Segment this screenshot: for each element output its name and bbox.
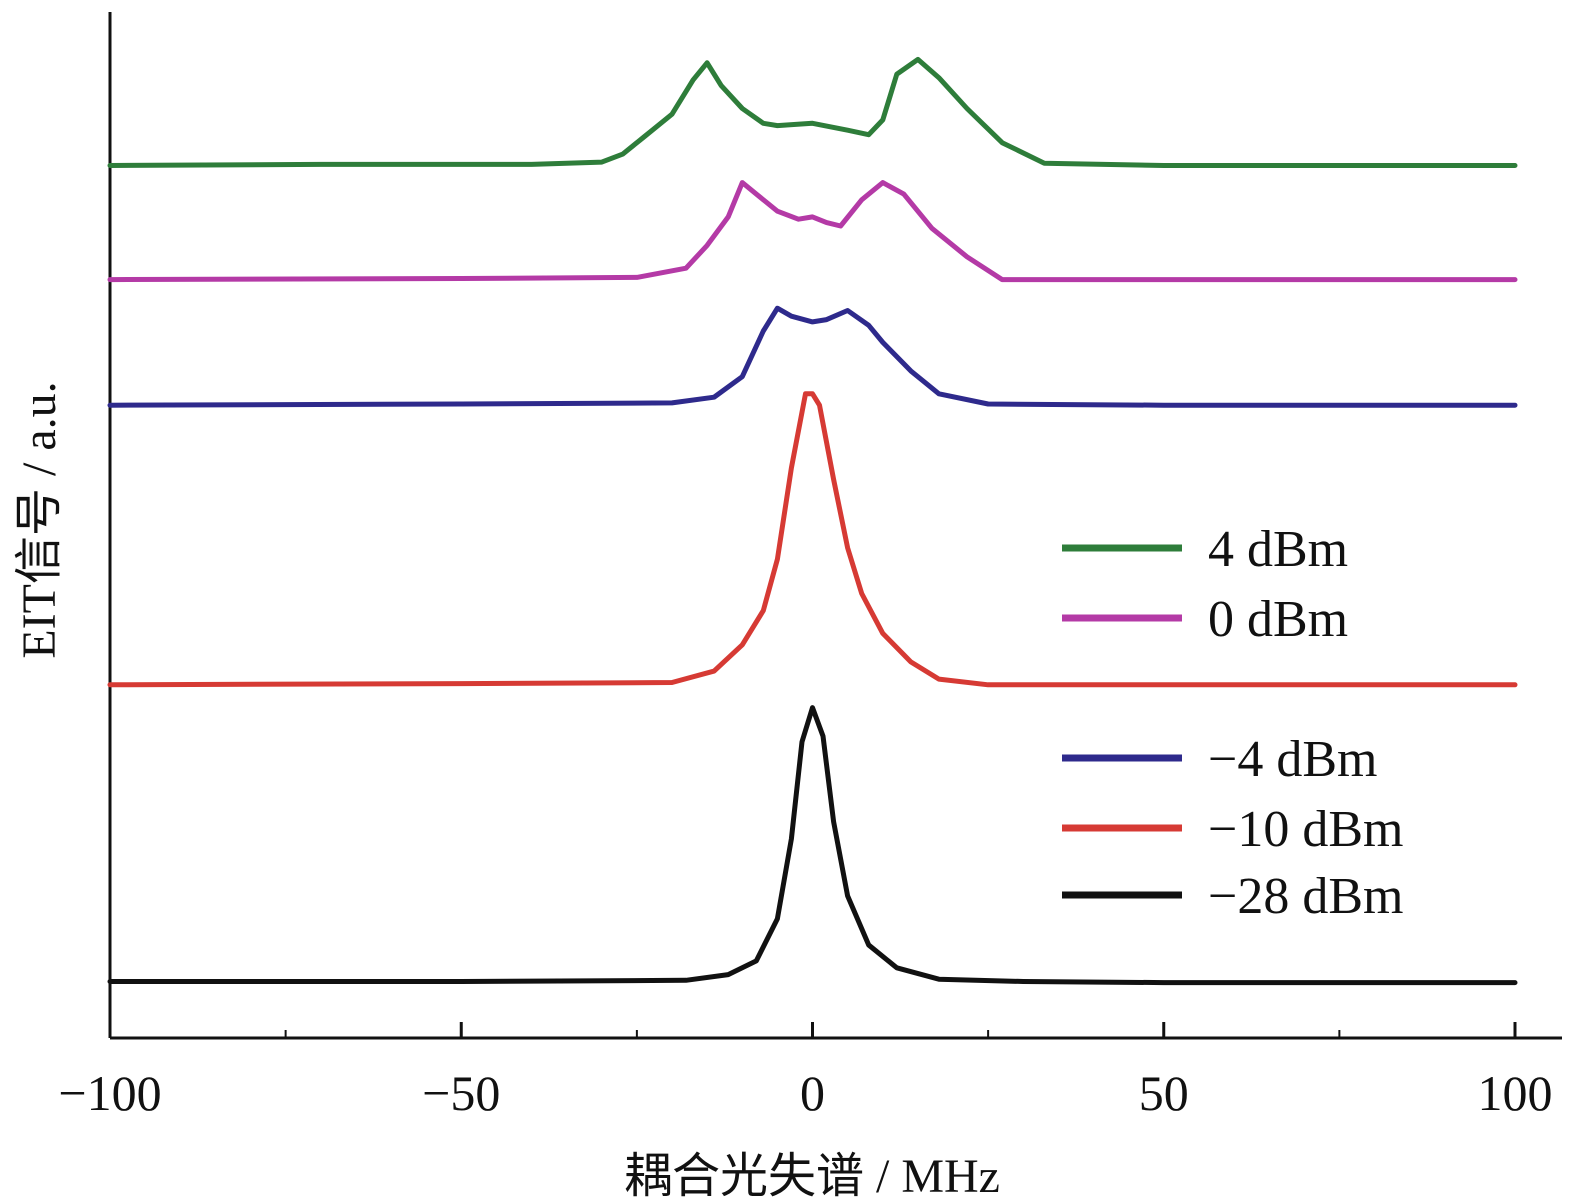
series-layer	[107, 56, 1518, 986]
legend: 4 dBm 0 dBm −4 dBm −10 dBm −28 dBm	[1062, 521, 1403, 925]
x-ticks: −100 −50 0 50 100	[58, 1022, 1553, 1121]
x-tick-label: 0	[800, 1065, 825, 1121]
x-axis-title: 耦合光失谱 / MHz	[624, 1150, 1000, 1203]
legend-label-3: −10 dBm	[1208, 801, 1403, 858]
series-line-0	[107, 56, 1518, 168]
series-line-4	[107, 705, 1518, 986]
x-tick-label: 50	[1139, 1065, 1189, 1121]
legend-label-4: −28 dBm	[1208, 868, 1403, 925]
axes	[108, 12, 1562, 1040]
legend-label-1: 0 dBm	[1208, 591, 1348, 648]
series-line-3	[107, 391, 1518, 688]
x-tick-label: 100	[1478, 1065, 1553, 1121]
series-line-2	[107, 305, 1518, 408]
legend-label-0: 4 dBm	[1208, 521, 1348, 578]
y-axis-title: EIT信号 / a.u.	[13, 381, 66, 658]
x-tick-label: −100	[58, 1065, 161, 1121]
legend-label-2: −4 dBm	[1208, 731, 1377, 788]
series-line-1	[107, 180, 1518, 283]
x-tick-label: −50	[422, 1065, 500, 1121]
